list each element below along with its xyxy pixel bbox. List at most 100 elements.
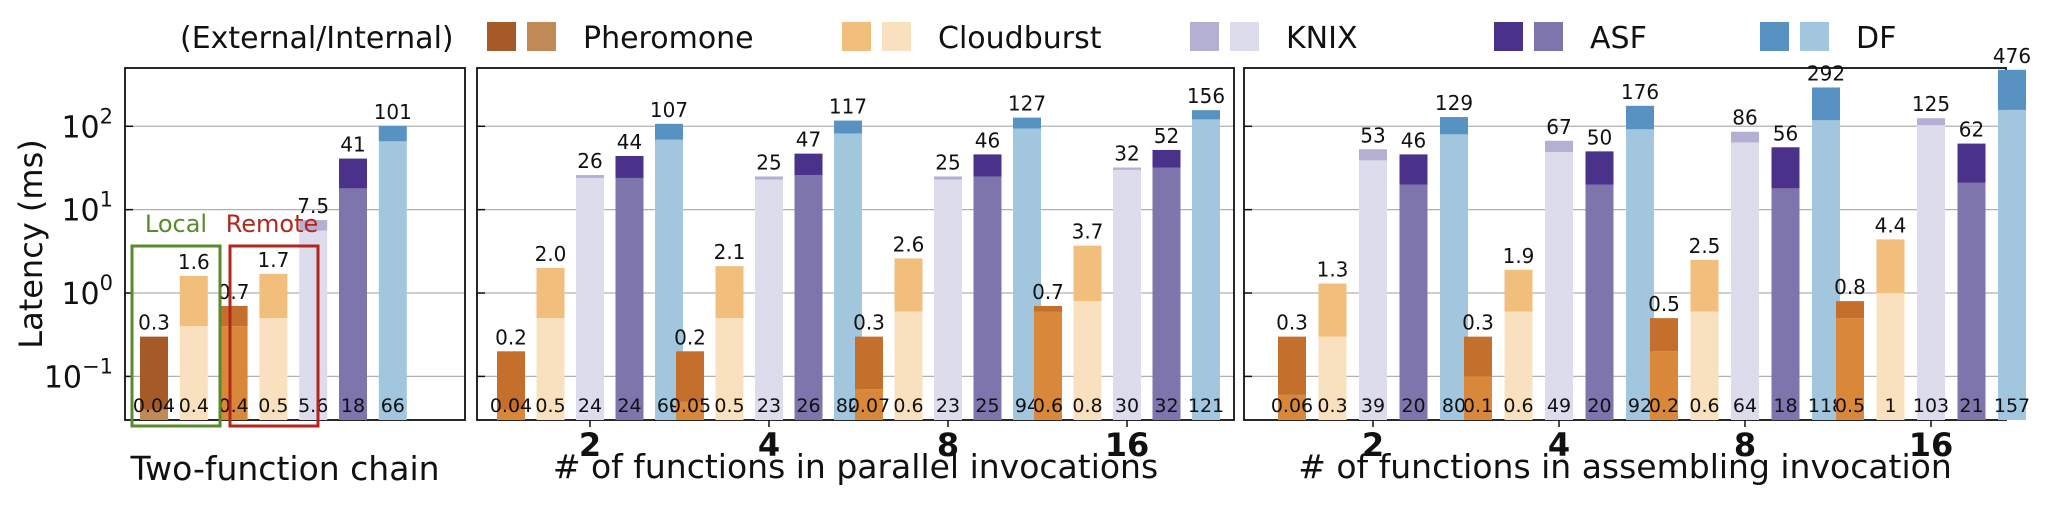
- remote-box: [228, 244, 320, 428]
- data-label-total: 53: [1360, 123, 1385, 147]
- local-label: Local: [145, 210, 207, 238]
- bar-segment-external: [1771, 147, 1800, 189]
- bar-segment-external: [855, 336, 883, 390]
- bar-df-16: 476 157: [1993, 44, 2031, 420]
- bar-segment-external: [1998, 69, 2026, 110]
- bar-knix-8: 86 64: [1731, 106, 1759, 420]
- data-label-total: 67: [1546, 115, 1571, 139]
- bar-segment-internal: [1464, 376, 1492, 420]
- legend-label-df: DF: [1856, 21, 1896, 56]
- bar-cloudburst-8: 2.6 0.6: [893, 232, 924, 420]
- x-tick-label: 2: [579, 426, 601, 464]
- bar-df-16: 156 121: [1187, 84, 1225, 421]
- data-label-total: 1.7: [257, 248, 289, 272]
- legend-swatch-asf-external: [1494, 22, 1523, 51]
- data-label-total: 117: [829, 95, 867, 119]
- bar-segment-internal: [1957, 182, 1986, 420]
- data-label-internal: 0.5: [1835, 395, 1865, 417]
- x-axis-label: # of functions in assembling invocation: [1298, 447, 1952, 486]
- bar-pheromone-16: 0.8 0.5: [1834, 275, 1866, 420]
- data-label-internal: 30: [1115, 395, 1139, 417]
- bar-segment-internal: [1771, 188, 1800, 420]
- plot-frame: [124, 67, 466, 421]
- data-label-internal: 69: [657, 395, 681, 417]
- bar-cloudburst-4: 1.9 0.6: [1503, 244, 1534, 420]
- data-label-total: 101: [374, 100, 412, 124]
- data-label-total: 46: [975, 128, 1000, 152]
- data-label-total: 292: [1807, 61, 1845, 85]
- bar-segment-internal: [378, 141, 407, 420]
- data-label-internal: 20: [1401, 395, 1425, 417]
- bar-segment-internal: [755, 179, 783, 420]
- x-tick-label: 16: [1105, 426, 1150, 464]
- bar-cloudburst-2: 2.0 0.5: [535, 242, 566, 420]
- bar-segment-external: [1917, 118, 1945, 126]
- data-label-internal: 0.5: [258, 395, 288, 417]
- bar-segment-external: [755, 176, 783, 180]
- bar-segment-internal: [676, 401, 704, 420]
- bar-segment-external: [1957, 143, 1986, 183]
- bar-segment-external: [1504, 269, 1533, 312]
- bar-segment-external: [1192, 110, 1220, 120]
- bar-asf-2: 44 24: [615, 130, 644, 420]
- data-label-internal: 0.07: [848, 395, 890, 417]
- data-label-total: 26: [577, 149, 602, 173]
- bar-segment-external: [378, 125, 407, 142]
- bar-segment-external: [299, 220, 328, 231]
- bar-segment-internal: [219, 326, 248, 420]
- bar-segment-external: [259, 273, 288, 319]
- bar-segment-internal: [339, 188, 367, 420]
- bar-asf-4: 47 26: [794, 128, 823, 420]
- data-label-internal: 0.06: [1271, 395, 1313, 417]
- bar-segment-external: [1731, 131, 1759, 143]
- data-label-total: 1.3: [1317, 258, 1349, 282]
- data-label-internal: 0.3: [1317, 395, 1347, 417]
- bar-segment-internal: [1278, 394, 1306, 420]
- y-tick-label: 102: [61, 104, 113, 145]
- data-label-total: 0.3: [138, 311, 170, 335]
- bar-segment-internal: [299, 230, 328, 420]
- x-tick-label: 4: [758, 426, 780, 464]
- bar-segment-external: [140, 336, 168, 410]
- y-tick-label: 101: [61, 188, 113, 229]
- data-label-total: 52: [1154, 124, 1179, 148]
- bar-segment-internal: [1690, 311, 1719, 420]
- data-label-total: 25: [935, 150, 960, 174]
- data-label-total: 25: [756, 150, 781, 174]
- bar-segment-internal: [497, 409, 525, 420]
- data-label-total: 127: [1008, 92, 1046, 116]
- bar-segment-external: [1013, 117, 1041, 129]
- data-label-internal: 0.2: [1649, 395, 1679, 417]
- bar-df-2: 107 69: [650, 98, 688, 421]
- legend-swatch-cloudburst-external: [842, 22, 871, 51]
- data-label-internal: 0.6: [1689, 395, 1719, 417]
- data-label-total: 156: [1187, 84, 1225, 108]
- y-axis-label: Latency (ms): [12, 139, 50, 348]
- bar-knix-2: 26 24: [576, 149, 604, 420]
- data-label-internal: 0.6: [1033, 395, 1063, 417]
- data-label-total: 0.7: [218, 280, 250, 304]
- panel-2: 0.2 0.04 2.0 0.5 26 24 44 24 107 69 2 0.2 0.05 2.1 0.5…: [476, 67, 1235, 486]
- data-label-total: 0.2: [674, 325, 706, 349]
- bar-asf-16: 62 21: [1957, 118, 1986, 420]
- bar-segment-external: [1876, 239, 1905, 294]
- data-label-internal: 0.4: [179, 395, 209, 417]
- bar-segment-external: [497, 351, 525, 410]
- bar-segment-internal: [1192, 119, 1220, 421]
- legend-label-asf: ASF: [1590, 21, 1647, 56]
- data-label-internal: 0.6: [893, 395, 923, 417]
- bar-df-4: 176 92: [1621, 80, 1659, 421]
- data-label-internal: 64: [1733, 395, 1757, 417]
- bar-segment-external: [1585, 151, 1614, 185]
- bar-segment-internal: [1440, 134, 1468, 421]
- bar-asf-8: 56 18: [1771, 121, 1800, 420]
- data-label-total: 62: [1959, 118, 1984, 142]
- data-label-internal: 157: [1994, 395, 2030, 417]
- bar-segment-external: [1318, 283, 1347, 337]
- bar-segment-external: [1073, 245, 1102, 302]
- data-label-total: 4.4: [1875, 213, 1907, 237]
- bar-segment-external: [973, 154, 1002, 177]
- data-label-internal: 0.6: [1503, 395, 1533, 417]
- bar-segment-internal: [715, 318, 744, 420]
